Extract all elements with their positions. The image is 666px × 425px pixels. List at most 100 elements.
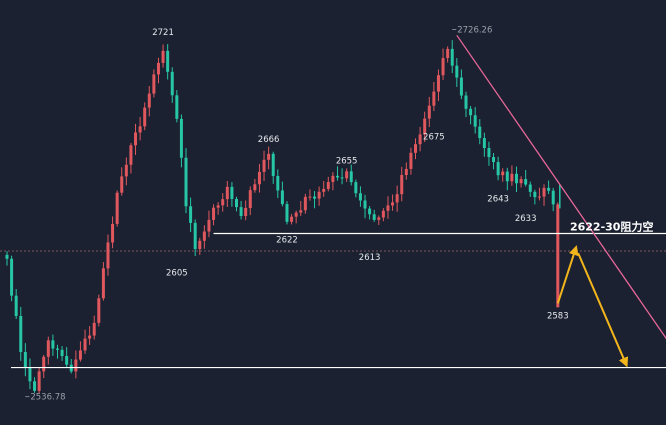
candle-body bbox=[97, 298, 101, 323]
candle-body bbox=[354, 182, 358, 194]
candle-body bbox=[510, 173, 514, 182]
candle-body bbox=[42, 356, 46, 372]
candle-body bbox=[290, 216, 294, 222]
candle-body bbox=[166, 50, 170, 72]
candle-body bbox=[179, 118, 183, 158]
candle-body bbox=[129, 145, 133, 165]
candle-body bbox=[257, 171, 261, 185]
candle-body bbox=[235, 198, 238, 208]
candle-body bbox=[207, 219, 211, 232]
price-label: 2633 bbox=[515, 214, 537, 224]
candle-body bbox=[262, 159, 266, 172]
candle-body bbox=[14, 295, 18, 317]
candle-body bbox=[368, 208, 372, 215]
candle-body bbox=[120, 176, 124, 193]
candle-body bbox=[492, 157, 496, 163]
projection-arrow-up bbox=[556, 245, 579, 304]
candle-body bbox=[423, 118, 427, 135]
candle-body bbox=[65, 356, 69, 365]
candle-body bbox=[239, 207, 243, 216]
candle-body bbox=[358, 193, 362, 201]
candle-body bbox=[216, 205, 220, 208]
candle-body bbox=[505, 171, 509, 182]
candle-body bbox=[225, 186, 229, 200]
candle-body bbox=[5, 254, 9, 259]
price-label: 2583 bbox=[547, 311, 569, 321]
candle-body bbox=[528, 184, 532, 192]
candle-body bbox=[170, 71, 174, 96]
candle-body bbox=[280, 190, 284, 205]
candle-body bbox=[253, 184, 257, 191]
candle-body bbox=[115, 192, 119, 224]
candle-body bbox=[313, 196, 317, 199]
price-label: 2643 bbox=[487, 195, 509, 205]
projection-arrow-down bbox=[577, 252, 629, 368]
candle-body bbox=[294, 212, 298, 217]
candle-body bbox=[156, 62, 160, 75]
candle-body bbox=[326, 182, 330, 189]
drop-candle-body bbox=[556, 204, 560, 308]
price-label: 2675 bbox=[423, 133, 445, 143]
candle-body bbox=[19, 316, 23, 352]
candle-body bbox=[446, 48, 450, 59]
candle-body bbox=[331, 175, 335, 183]
candle-body bbox=[404, 168, 408, 175]
price-label: 2622 bbox=[276, 236, 298, 246]
candle-body bbox=[487, 148, 491, 158]
candle-body bbox=[414, 144, 418, 153]
candle-body bbox=[147, 93, 151, 108]
candle-body bbox=[345, 171, 349, 179]
candle-body bbox=[134, 132, 138, 146]
price-label: 2605 bbox=[166, 269, 188, 279]
candle-body bbox=[248, 190, 252, 209]
price-label: 2666 bbox=[258, 135, 280, 145]
candle-body bbox=[221, 199, 225, 206]
candle-body bbox=[524, 179, 528, 185]
price-label: 2536.78 bbox=[30, 393, 65, 403]
candle-body bbox=[450, 48, 454, 66]
candle-body bbox=[400, 174, 404, 195]
candle-body bbox=[78, 350, 82, 360]
candle-body bbox=[299, 210, 303, 213]
candle-body bbox=[124, 164, 128, 177]
candle-body bbox=[74, 359, 78, 372]
candle-body bbox=[335, 175, 339, 178]
candle-body bbox=[271, 153, 275, 176]
candle-body bbox=[111, 223, 115, 243]
price-label: 2721 bbox=[152, 28, 174, 38]
candle-body bbox=[10, 258, 14, 296]
candle-body bbox=[386, 205, 390, 211]
candle-body bbox=[441, 58, 445, 76]
candle-body bbox=[101, 268, 105, 299]
candle-body bbox=[37, 371, 41, 391]
candle-body bbox=[381, 210, 385, 218]
candle-body bbox=[55, 348, 59, 350]
candle-body bbox=[478, 126, 482, 139]
candle-body bbox=[455, 65, 459, 78]
candle-body bbox=[322, 188, 326, 192]
candle-body bbox=[551, 190, 555, 205]
price-label: 2726.26 bbox=[457, 25, 492, 35]
candle-body bbox=[418, 134, 422, 145]
candle-body bbox=[436, 75, 440, 92]
candle-body bbox=[395, 194, 399, 203]
candle-body bbox=[308, 196, 312, 198]
candle-body bbox=[33, 381, 37, 391]
candle-body bbox=[363, 200, 367, 209]
candle-body bbox=[143, 107, 147, 127]
candle-body bbox=[23, 352, 27, 368]
candle-body bbox=[202, 231, 206, 241]
candle-body bbox=[92, 322, 96, 336]
candle-body bbox=[459, 77, 463, 96]
candle-body bbox=[537, 196, 541, 198]
candle-body bbox=[432, 91, 436, 106]
candle-body bbox=[267, 153, 271, 160]
candle-body bbox=[514, 173, 518, 184]
candle-body bbox=[161, 50, 165, 63]
candle-body bbox=[28, 367, 32, 382]
candle-body bbox=[189, 206, 193, 223]
candle-body bbox=[473, 115, 477, 127]
candle-body bbox=[212, 207, 216, 220]
candle-body bbox=[46, 340, 50, 357]
